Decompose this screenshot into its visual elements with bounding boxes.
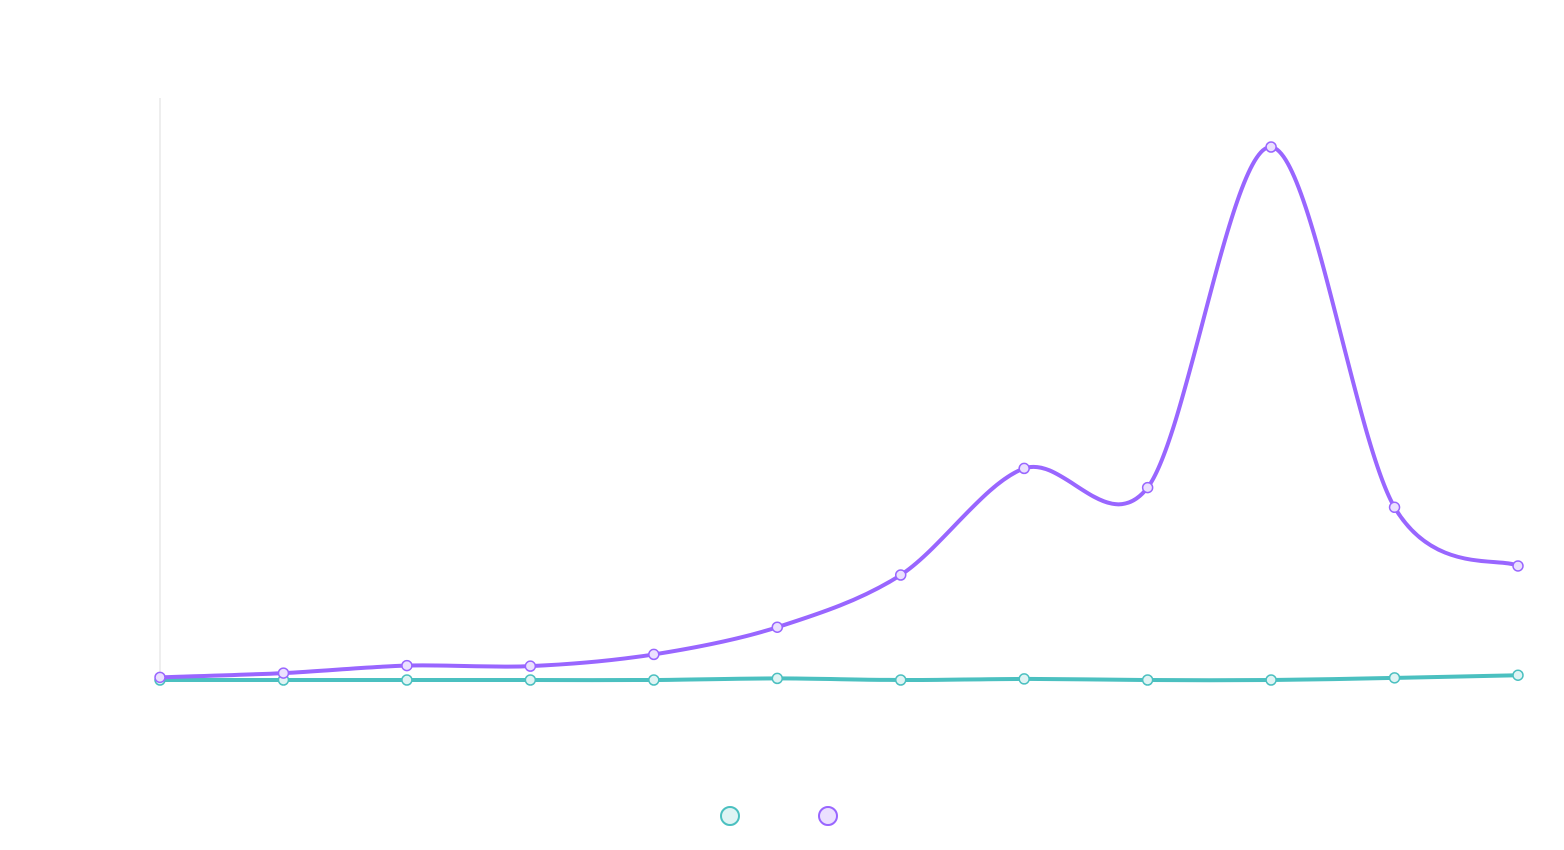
legend-swatch xyxy=(720,806,740,826)
data-point[interactable] xyxy=(771,672,784,685)
data-point[interactable] xyxy=(524,674,537,686)
data-point[interactable] xyxy=(648,674,660,686)
data-point[interactable] xyxy=(1388,501,1401,514)
data-point[interactable] xyxy=(1512,669,1524,681)
data-point[interactable] xyxy=(1388,672,1401,684)
series-1 xyxy=(154,669,1524,686)
legend-item-2[interactable] xyxy=(818,806,844,826)
data-point[interactable] xyxy=(1141,674,1154,686)
data-point[interactable] xyxy=(154,671,166,684)
series-layer xyxy=(154,141,1524,686)
data-point[interactable] xyxy=(401,674,413,686)
data-point[interactable] xyxy=(1265,674,1277,686)
data-point[interactable] xyxy=(277,667,290,679)
data-point[interactable] xyxy=(401,659,413,672)
data-point[interactable] xyxy=(1512,560,1524,572)
series-2-line xyxy=(158,144,1520,680)
data-point[interactable] xyxy=(1265,141,1277,153)
legend-swatch xyxy=(818,806,838,826)
data-point[interactable] xyxy=(1141,481,1154,494)
series-2 xyxy=(154,141,1524,684)
data-point[interactable] xyxy=(894,674,907,686)
legend-item-1[interactable] xyxy=(720,806,746,826)
data-point[interactable] xyxy=(1018,462,1030,475)
data-point[interactable] xyxy=(894,569,907,581)
data-point[interactable] xyxy=(524,660,537,672)
chart-legend xyxy=(0,800,1564,832)
series-1-line xyxy=(158,673,1520,683)
data-point[interactable] xyxy=(771,621,784,633)
data-point[interactable] xyxy=(648,648,660,661)
data-point[interactable] xyxy=(1018,673,1030,685)
